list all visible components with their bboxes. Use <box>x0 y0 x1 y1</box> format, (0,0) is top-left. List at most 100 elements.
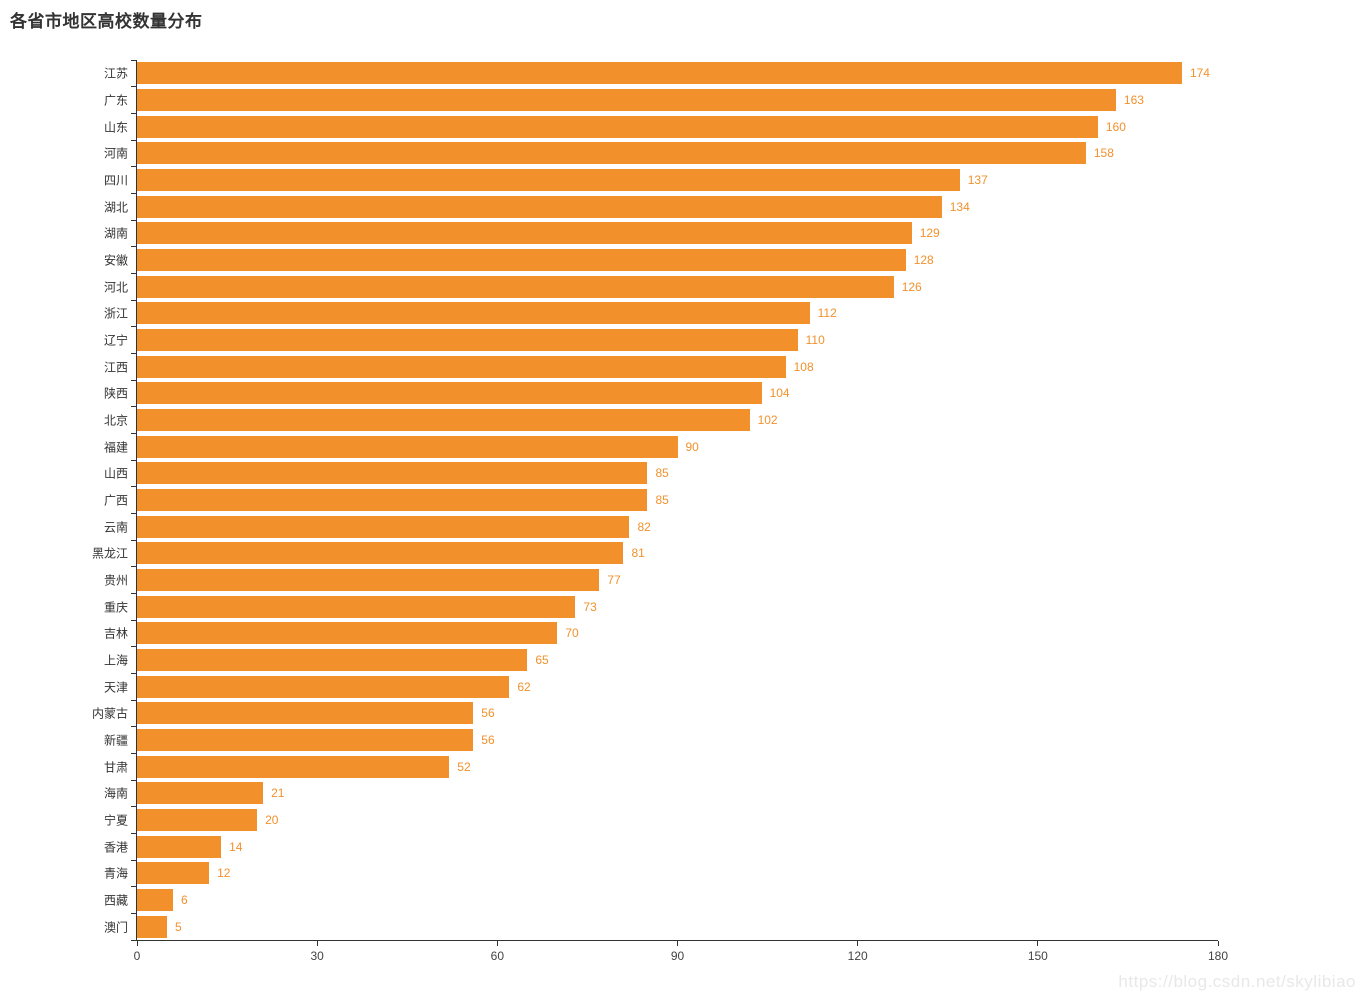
bar[interactable] <box>137 915 168 938</box>
y-axis-category-label: 湖南 <box>103 226 128 241</box>
bar-row: 安徽 128 <box>104 247 1218 274</box>
y-axis-category-label: 云南 <box>103 520 128 535</box>
bar-value-label: 126 <box>901 279 922 294</box>
bar-row: 湖北 134 <box>104 193 1218 220</box>
y-axis-tick <box>131 406 136 408</box>
bar-row: 浙江 112 <box>104 300 1218 327</box>
bar[interactable] <box>137 835 222 858</box>
bar[interactable] <box>137 542 624 565</box>
bar-row: 吉林 70 <box>104 620 1218 647</box>
y-axis-category-label: 黑龙江 <box>91 546 128 561</box>
y-axis-tick <box>131 939 136 941</box>
bar[interactable] <box>137 489 648 512</box>
bar-row: 上海 65 <box>104 647 1218 674</box>
bar-value-label: 160 <box>1105 119 1126 134</box>
y-axis-tick <box>131 886 136 888</box>
y-axis-tick <box>131 432 136 434</box>
x-axis-tick <box>1037 941 1039 946</box>
y-axis-tick <box>131 566 136 568</box>
bar[interactable] <box>137 329 798 352</box>
y-axis-category-label: 广西 <box>103 493 128 508</box>
y-axis-category-label: 北京 <box>103 413 128 428</box>
bar[interactable] <box>137 462 648 485</box>
bar[interactable] <box>137 62 1182 85</box>
bar-row: 河北 126 <box>104 273 1218 300</box>
bar[interactable] <box>137 889 174 912</box>
x-axis-tick-label: 90 <box>670 949 685 963</box>
bar-value-label: 6 <box>181 893 188 908</box>
y-axis-tick <box>131 512 136 514</box>
bar-value-label: 104 <box>769 386 790 401</box>
bar[interactable] <box>137 275 894 298</box>
bar[interactable] <box>137 302 810 325</box>
watermark: https://blog.csdn.net/skylibiao <box>1118 972 1356 991</box>
bar-value-label: 56 <box>481 706 495 721</box>
bar[interactable] <box>137 595 576 618</box>
y-axis-tick <box>131 246 136 248</box>
y-axis-tick <box>131 379 136 381</box>
bar[interactable] <box>137 435 678 458</box>
bar[interactable] <box>137 355 786 378</box>
y-axis-tick <box>131 859 136 861</box>
y-axis-category-label: 宁夏 <box>103 813 128 828</box>
y-axis-tick <box>131 726 136 728</box>
bar[interactable] <box>137 755 450 778</box>
bar-value-label: 82 <box>637 519 651 534</box>
y-axis-tick <box>131 352 136 354</box>
bar-row: 新疆 56 <box>104 727 1218 754</box>
y-axis-tick <box>131 806 136 808</box>
bar-value-label: 163 <box>1123 93 1144 107</box>
bar[interactable] <box>137 862 210 885</box>
bar[interactable] <box>137 649 528 672</box>
bar[interactable] <box>137 115 1098 138</box>
x-axis-tick-label: 60 <box>490 949 505 963</box>
y-axis-category-label: 广东 <box>103 93 128 108</box>
bar[interactable] <box>137 782 264 805</box>
y-axis-category-label: 辽宁 <box>103 333 128 348</box>
bar-value-label: 85 <box>655 493 669 508</box>
bar-value-label: 52 <box>457 759 471 774</box>
y-axis-tick <box>131 912 136 914</box>
y-axis-tick <box>131 219 136 221</box>
bar-value-label: 110 <box>805 333 825 348</box>
chart-title: 各省市地区高校数量分布 <box>10 12 203 31</box>
bar-row: 贵州 77 <box>104 567 1218 594</box>
bar[interactable] <box>137 222 912 245</box>
bar[interactable] <box>137 142 1086 165</box>
bar[interactable] <box>137 675 510 698</box>
y-axis-tick <box>131 459 136 461</box>
y-axis-tick <box>131 486 136 488</box>
bar[interactable] <box>137 702 474 725</box>
x-axis-tick-label: 180 <box>1207 949 1229 963</box>
bar[interactable] <box>137 409 750 432</box>
bar-row: 澳门 5 <box>104 914 1218 941</box>
bar[interactable] <box>137 382 762 405</box>
bar[interactable] <box>137 729 474 752</box>
bar-row: 甘肃 52 <box>104 753 1218 780</box>
bar-value-label: 5 <box>175 919 182 934</box>
bar-value-label: 56 <box>481 733 495 748</box>
bar[interactable] <box>137 569 600 592</box>
y-axis-category-label: 香港 <box>103 840 128 855</box>
bar-row: 北京 102 <box>104 407 1218 434</box>
bar-value-label: 102 <box>757 413 778 428</box>
y-axis-tick <box>131 299 136 301</box>
y-axis-category-label: 吉林 <box>103 626 128 641</box>
bar-row: 四川 137 <box>104 167 1218 194</box>
bar[interactable] <box>137 249 906 272</box>
x-axis-tick <box>677 941 678 946</box>
bar-row: 江西 108 <box>104 353 1218 380</box>
bar-value-label: 62 <box>517 679 531 694</box>
bar-value-label: 108 <box>793 359 814 374</box>
bar[interactable] <box>137 169 960 192</box>
bar[interactable] <box>137 515 630 538</box>
bar[interactable] <box>137 89 1116 111</box>
bar[interactable] <box>137 622 558 645</box>
bar[interactable] <box>137 195 942 218</box>
bar-value-label: 129 <box>919 226 940 241</box>
bar-value-label: 21 <box>271 786 285 801</box>
y-axis-tick <box>131 326 136 328</box>
bar-value-label: 137 <box>967 173 988 188</box>
bar[interactable] <box>137 809 258 832</box>
